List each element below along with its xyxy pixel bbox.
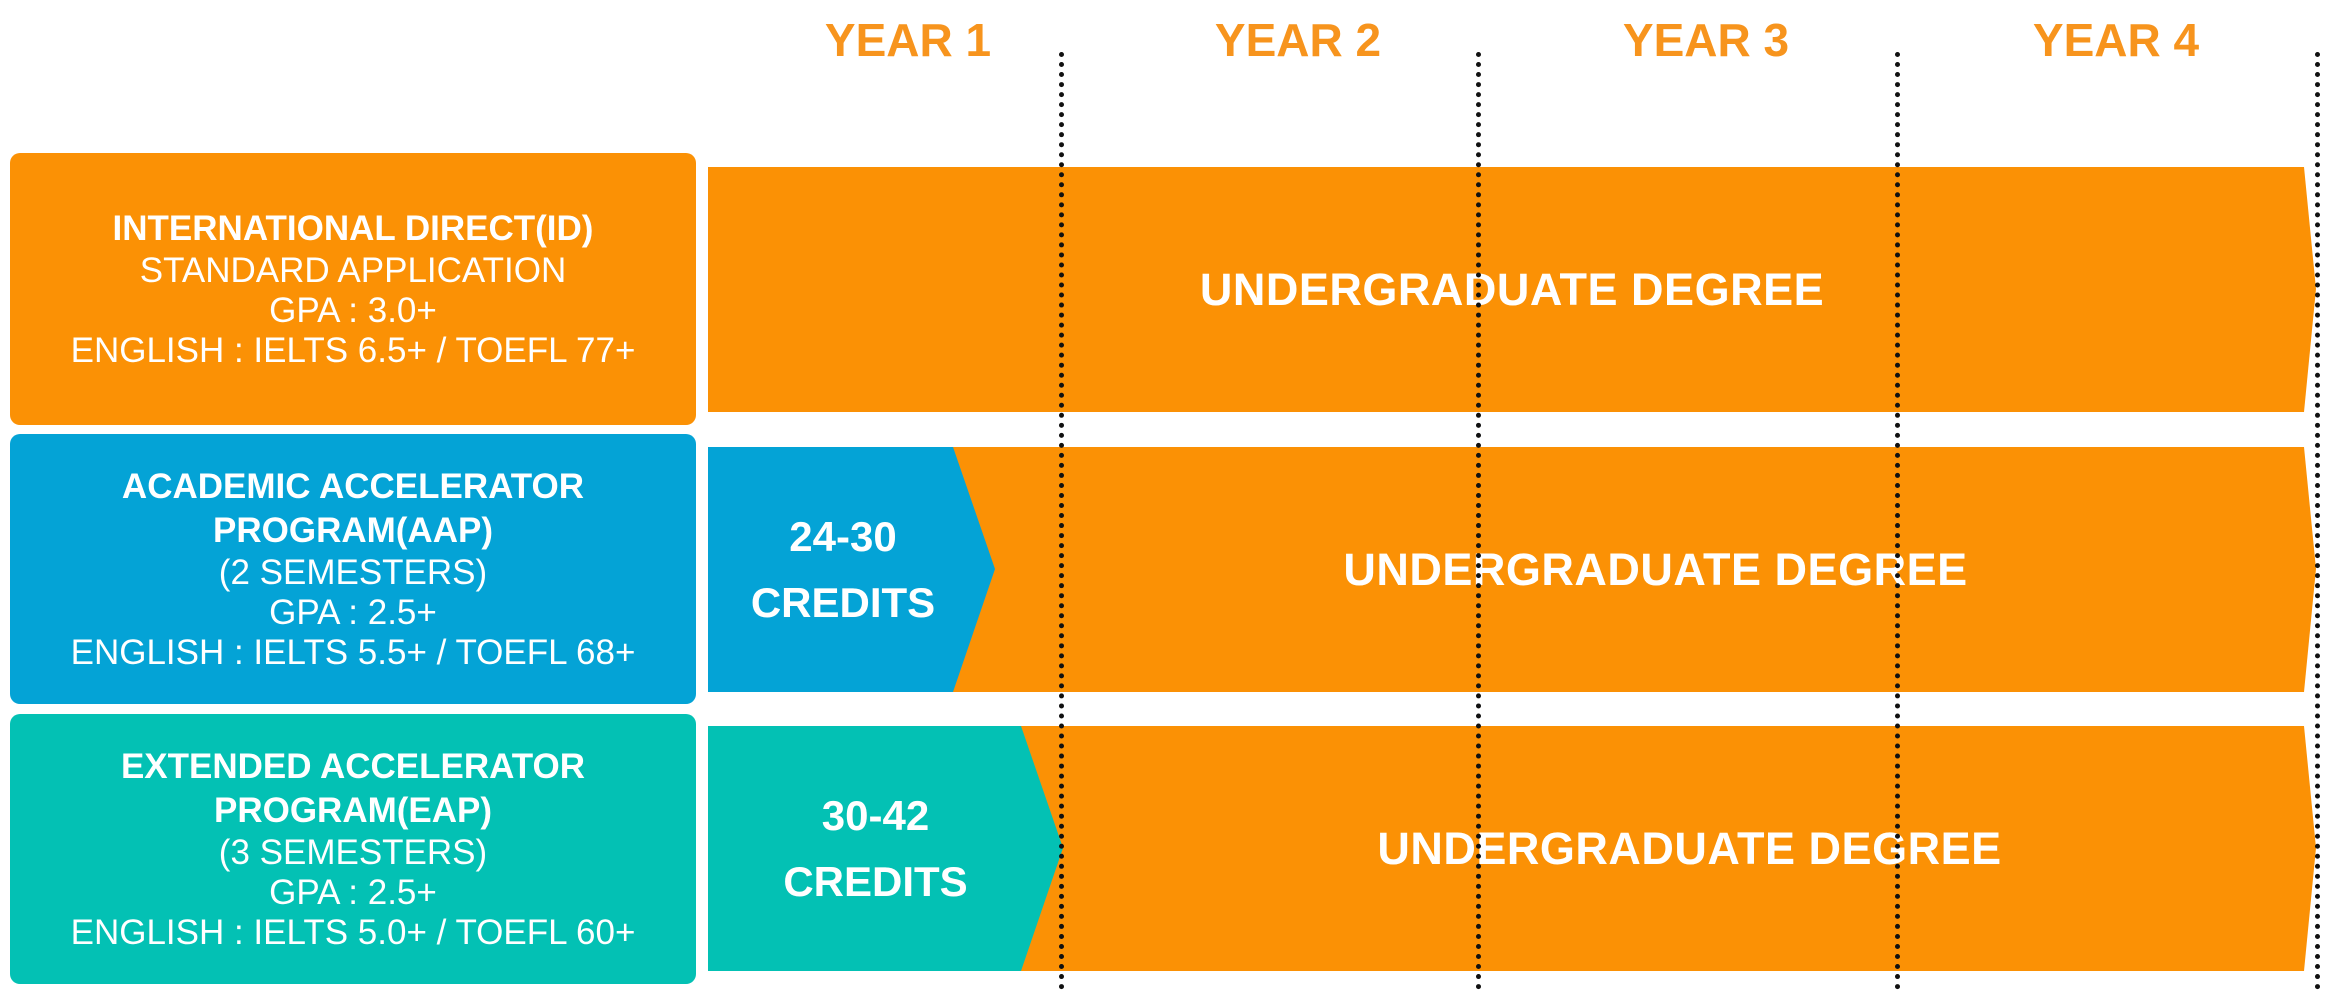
- card-detail-line: GPA : 2.5+: [269, 873, 437, 912]
- degree-bar-1: [708, 167, 2316, 412]
- card-detail-line: STANDARD APPLICATION: [139, 251, 567, 290]
- credits-arrow-aap: [708, 447, 995, 692]
- card-title-line: EXTENDED ACCELERATOR: [120, 747, 586, 786]
- card-detail-line: GPA : 2.5+: [269, 593, 437, 632]
- card-international-direct: INTERNATIONAL DIRECT(ID) STANDARD APPLIC…: [10, 153, 696, 425]
- credits-range: 30-42: [821, 791, 930, 839]
- year-divider-4: [2315, 52, 2320, 990]
- degree-label-2: UNDERGRADUATE DEGREE: [1343, 543, 1968, 595]
- card-detail-line: ENGLISH : IELTS 5.5+ / TOEFL 68+: [70, 633, 636, 672]
- card-detail-line: (3 SEMESTERS): [218, 833, 488, 872]
- card-detail-line: (2 SEMESTERS): [218, 553, 488, 592]
- year-divider-1: [1059, 52, 1064, 990]
- card-detail-line: GPA : 3.0+: [269, 291, 437, 330]
- credits-unit: CREDITS: [783, 857, 968, 905]
- year-4-label: YEAR 4: [2032, 14, 2200, 66]
- credits-unit: CREDITS: [750, 578, 936, 626]
- card-title-line: ACADEMIC ACCELERATOR: [121, 467, 585, 506]
- card-extended-accelerator: EXTENDED ACCELERATOR PROGRAM(EAP) (3 SEM…: [10, 714, 696, 984]
- year-divider-3: [1895, 52, 1900, 990]
- card-title-line: PROGRAM(AAP): [213, 511, 493, 550]
- degree-label-3: UNDERGRADUATE DEGREE: [1377, 822, 2002, 874]
- card-detail-line: ENGLISH : IELTS 6.5+ / TOEFL 77+: [70, 331, 636, 370]
- degree-label-1: UNDERGRADUATE DEGREE: [1199, 263, 1825, 315]
- year-2-label: YEAR 2: [1214, 14, 1382, 66]
- card-detail-line: ENGLISH : IELTS 5.0+ / TOEFL 60+: [70, 913, 636, 952]
- credits-range: 24-30: [789, 512, 897, 560]
- year-1-label: YEAR 1: [824, 14, 992, 66]
- credits-label-eap: 30-42 CREDITS: [708, 726, 1043, 971]
- year-divider-2: [1476, 52, 1481, 990]
- card-title-line: INTERNATIONAL DIRECT(ID): [112, 209, 594, 248]
- year-3-label: YEAR 3: [1622, 14, 1790, 66]
- credits-label-aap: 24-30 CREDITS: [708, 447, 978, 692]
- card-academic-accelerator: ACADEMIC ACCELERATOR PROGRAM(AAP) (2 SEM…: [10, 434, 696, 704]
- credits-arrow-eap: [708, 726, 1063, 971]
- card-title-line: PROGRAM(EAP): [213, 791, 493, 830]
